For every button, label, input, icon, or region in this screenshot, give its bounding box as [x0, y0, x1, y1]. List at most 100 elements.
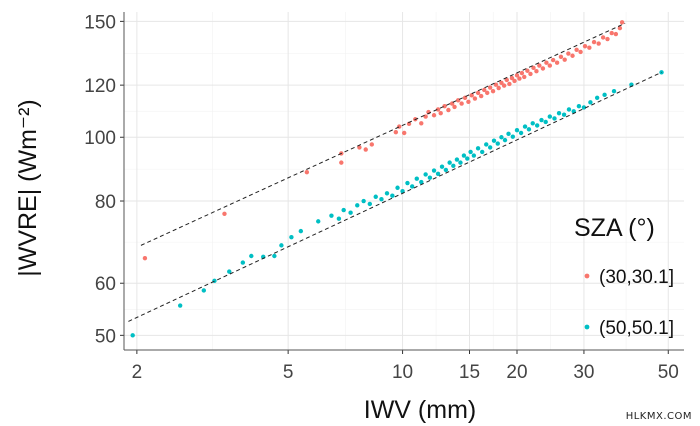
legend-key-series-1 [584, 273, 590, 279]
data-point-series-2 [419, 179, 424, 185]
data-point-series-2 [447, 160, 452, 165]
data-point-series-2 [588, 100, 593, 105]
fit-lines [128, 22, 662, 322]
x-tick-label: 20 [506, 362, 527, 383]
x-tick-label: 5 [283, 362, 294, 383]
data-point-series-1 [357, 145, 362, 150]
legend-label-series-1: (30,30.1] [599, 267, 674, 288]
data-point-series-1 [504, 77, 509, 83]
legend-title: SZA (°) [574, 214, 655, 242]
data-point-series-2 [373, 194, 378, 199]
y-tick-label: 120 [84, 76, 116, 97]
data-point-series-2 [227, 269, 232, 274]
data-point-series-2 [602, 92, 607, 98]
data-point-series-1 [512, 78, 517, 84]
y-axis-title: |WVRE| (Wm⁻²) [14, 99, 42, 277]
data-point-series-2 [435, 171, 441, 176]
data-point-series-1 [369, 142, 375, 147]
data-point-series-1 [617, 25, 623, 31]
data-point-series-2 [289, 234, 294, 240]
data-point-series-1 [534, 69, 539, 74]
data-point-series-2 [556, 110, 562, 116]
data-point-series-1 [544, 60, 549, 65]
data-point-series-1 [482, 87, 487, 93]
data-point-series-1 [582, 44, 588, 49]
fit-line-series-1 [140, 22, 626, 246]
data-point-series-2 [249, 253, 254, 259]
data-point-series-2 [514, 127, 520, 133]
data-point-series-2 [439, 164, 445, 169]
data-point-series-1 [591, 39, 597, 45]
y-tick-label: 150 [84, 12, 116, 33]
data-point-series-2 [454, 157, 460, 162]
data-point-series-2 [576, 103, 582, 109]
data-point-series-1 [596, 41, 601, 46]
data-point-series-2 [379, 197, 384, 202]
data-point-series-1 [478, 93, 484, 99]
plot-panel [124, 12, 684, 350]
data-point-series-2 [443, 167, 449, 173]
data-point-series-1 [562, 57, 567, 62]
data-point-series-1 [609, 30, 614, 36]
x-tick-label: 15 [459, 362, 480, 383]
x-tick-label: 2 [132, 362, 143, 383]
data-point-series-1 [431, 113, 437, 118]
data-point-series-1 [550, 57, 556, 63]
data-point-series-2 [336, 216, 342, 221]
data-point-series-1 [570, 53, 575, 58]
data-point-series-1 [514, 73, 520, 78]
data-point-series-1 [452, 104, 457, 110]
data-point-series-2 [581, 105, 587, 110]
x-axis-title: IWV (mm) [364, 396, 476, 424]
data-point-series-2 [451, 163, 456, 168]
data-point-series-2 [594, 95, 600, 101]
data-point-series-1 [304, 169, 310, 175]
data-point-series-2 [423, 172, 428, 177]
data-point-series-1 [419, 121, 424, 126]
data-point-series-2 [390, 193, 395, 198]
data-point-series-1 [554, 60, 560, 65]
data-point-series-1 [522, 74, 527, 80]
data-point-series-2 [414, 176, 419, 181]
data-point-series-2 [506, 131, 511, 137]
data-point-series-1 [339, 160, 344, 165]
data-point-series-2 [552, 116, 557, 121]
data-point-series-1 [485, 90, 490, 96]
data-point-series-2 [510, 134, 516, 139]
legend-label-series-2: (50,50.1] [599, 318, 674, 339]
data-point-series-2 [384, 191, 390, 196]
data-point-series-2 [487, 145, 493, 150]
data-point-series-1 [493, 82, 499, 87]
data-point-series-2 [539, 117, 544, 123]
legend: SZA (°) (30,30.1] (50,50.1] [574, 214, 674, 339]
data-point-series-1 [490, 88, 496, 94]
data-point-series-2 [348, 210, 353, 215]
data-point-series-1 [507, 81, 512, 87]
data-point-series-2 [518, 130, 524, 136]
y-tick-label: 80 [95, 192, 116, 213]
data-point-series-2 [530, 121, 535, 126]
data-point-series-2 [201, 288, 207, 293]
data-point-series-2 [502, 137, 508, 143]
y-tick-label: 100 [84, 128, 116, 149]
points-layer [130, 20, 664, 338]
data-point-series-2 [316, 219, 321, 224]
data-point-series-2 [177, 303, 183, 308]
data-point-series-1 [363, 147, 368, 152]
data-point-series-2 [468, 149, 473, 155]
data-point-series-1 [519, 70, 525, 76]
data-point-series-1 [393, 129, 399, 135]
data-point-series-2 [484, 142, 489, 147]
data-point-series-2 [361, 198, 366, 204]
data-point-series-1 [487, 85, 493, 90]
legend-key-series-2 [584, 324, 590, 330]
y-tick-label: 50 [95, 326, 116, 347]
data-point-series-2 [499, 135, 504, 140]
data-point-series-1 [525, 68, 530, 73]
data-point-series-1 [528, 71, 533, 77]
data-point-series-1 [613, 31, 619, 37]
data-point-series-2 [279, 243, 284, 248]
data-point-series-2 [458, 160, 463, 165]
axis-ticks: 2 5 10 15 20 30 50 50 60 80 100 120 150 [84, 12, 684, 383]
